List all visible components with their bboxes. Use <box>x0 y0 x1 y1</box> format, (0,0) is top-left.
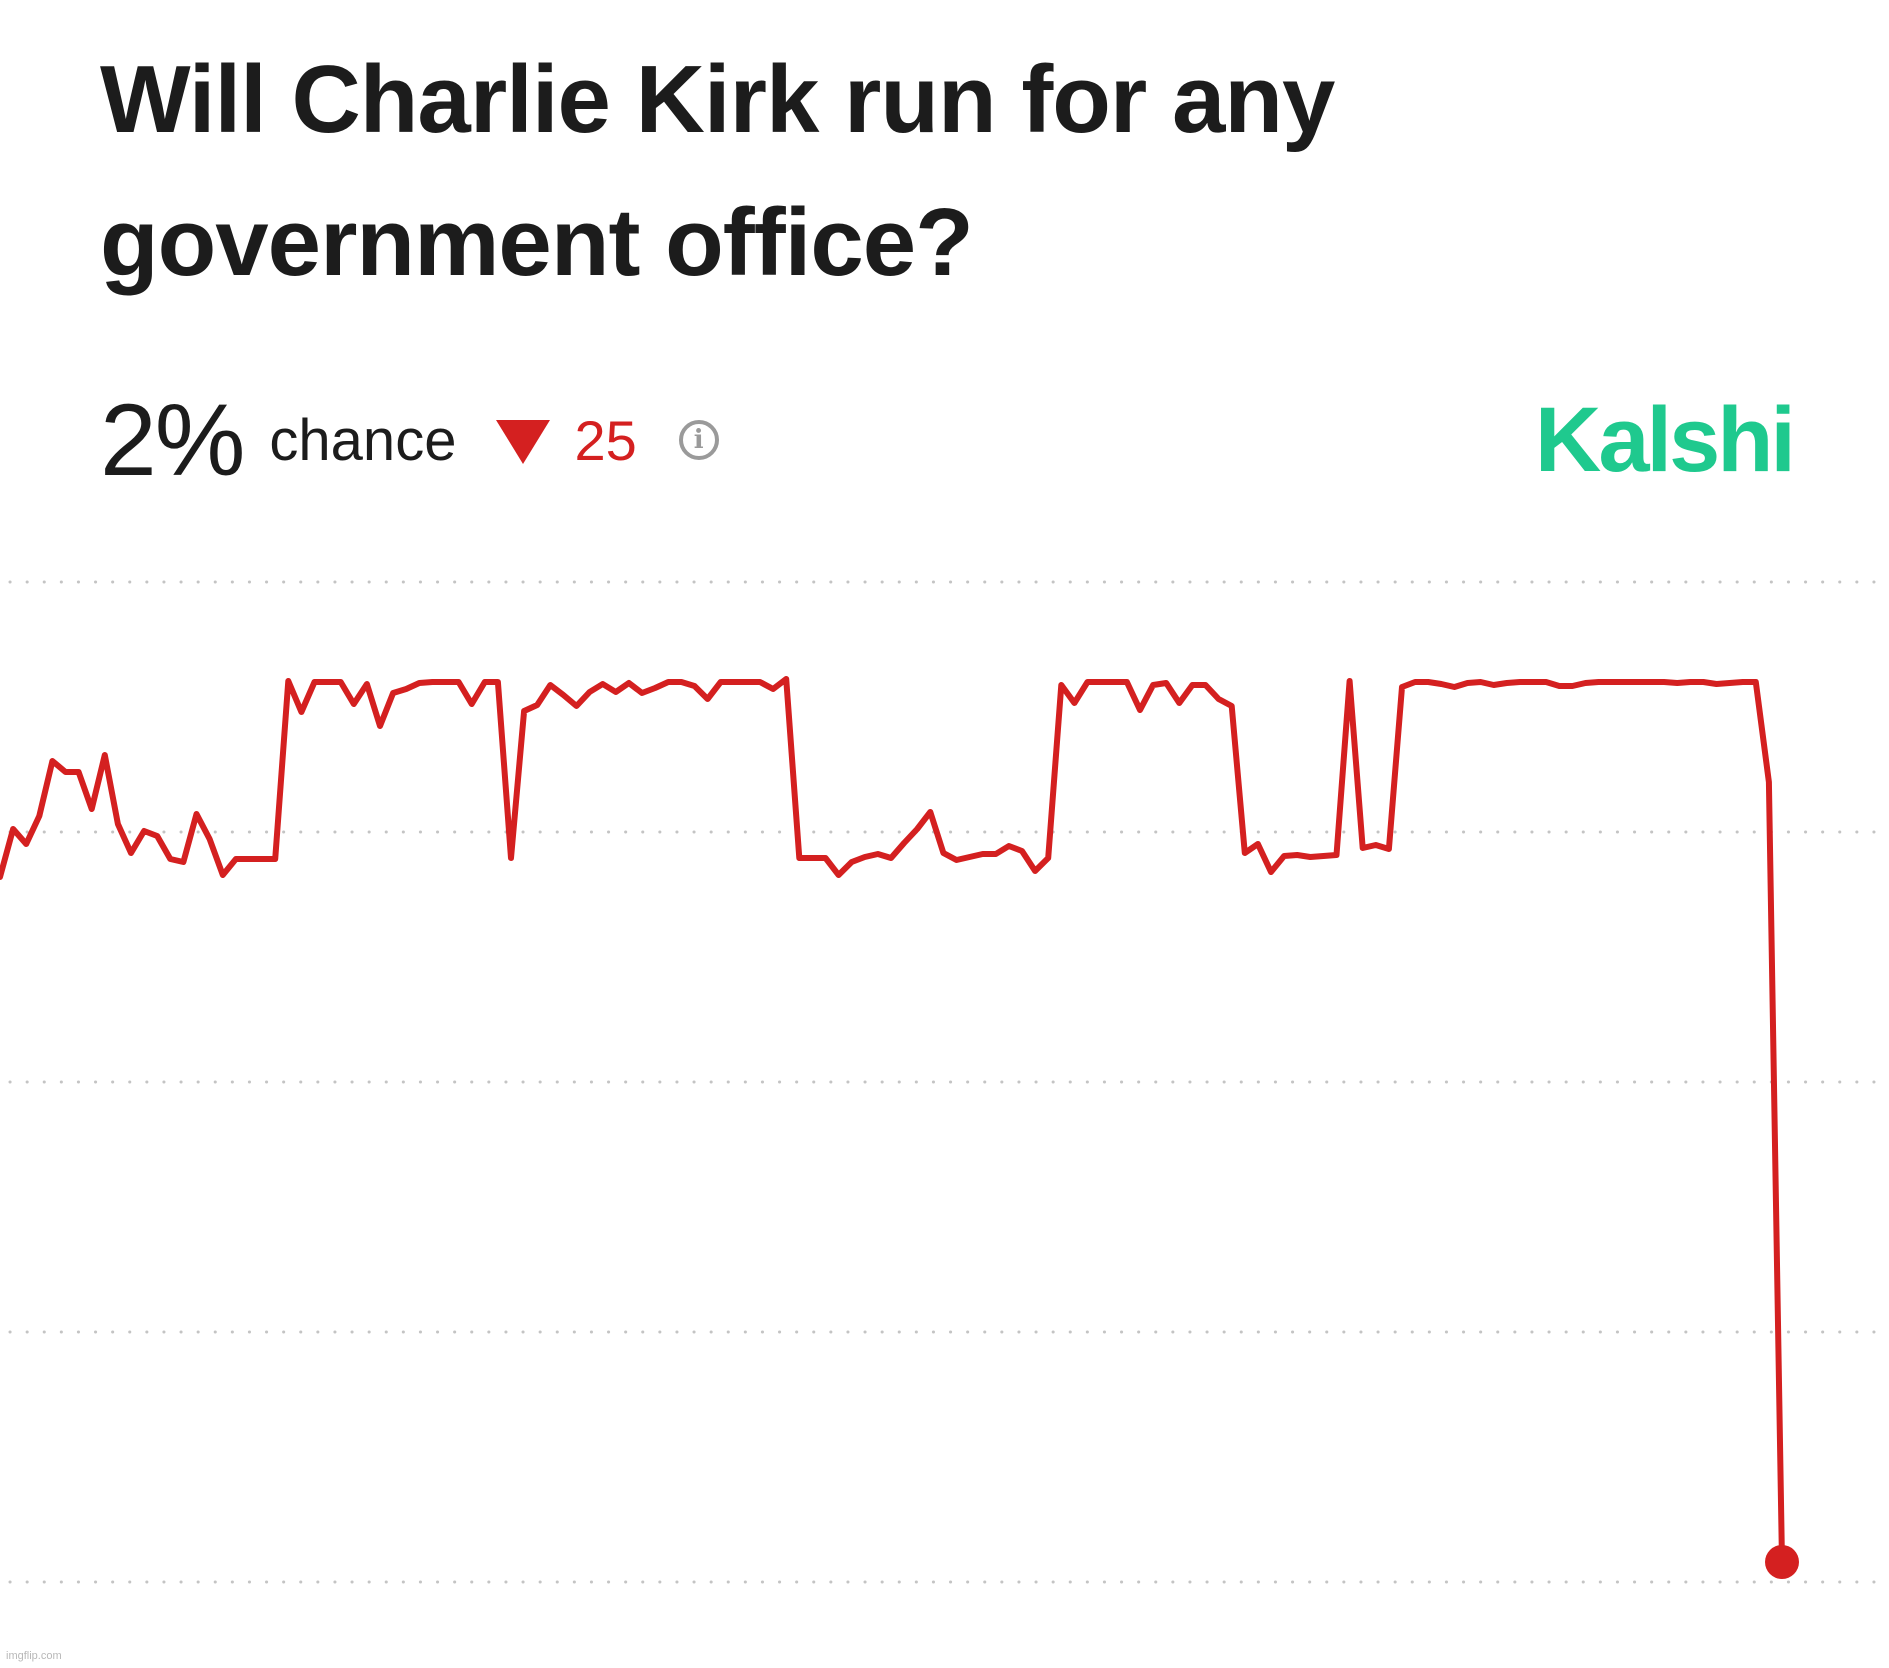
info-circle-icon[interactable]: i <box>678 420 719 460</box>
imgflip-watermark: imgflip.com <box>6 1650 62 1662</box>
series-line <box>0 676 1785 1565</box>
chance-percent: 2% <box>100 382 245 497</box>
latest-point-marker <box>1765 1545 1799 1579</box>
chart-gridlines <box>8 580 1882 1584</box>
kalshi-logo[interactable]: Kalshi <box>1534 388 1796 491</box>
triangle-down-icon <box>496 420 551 464</box>
market-stat-row: 2% chance 25 i <box>100 383 719 497</box>
chance-delta: 25 <box>574 408 637 472</box>
chance-label: chance <box>269 407 457 473</box>
page-title: Will Charlie Kirk run for any government… <box>100 46 1335 296</box>
chart-series <box>0 676 1799 1579</box>
